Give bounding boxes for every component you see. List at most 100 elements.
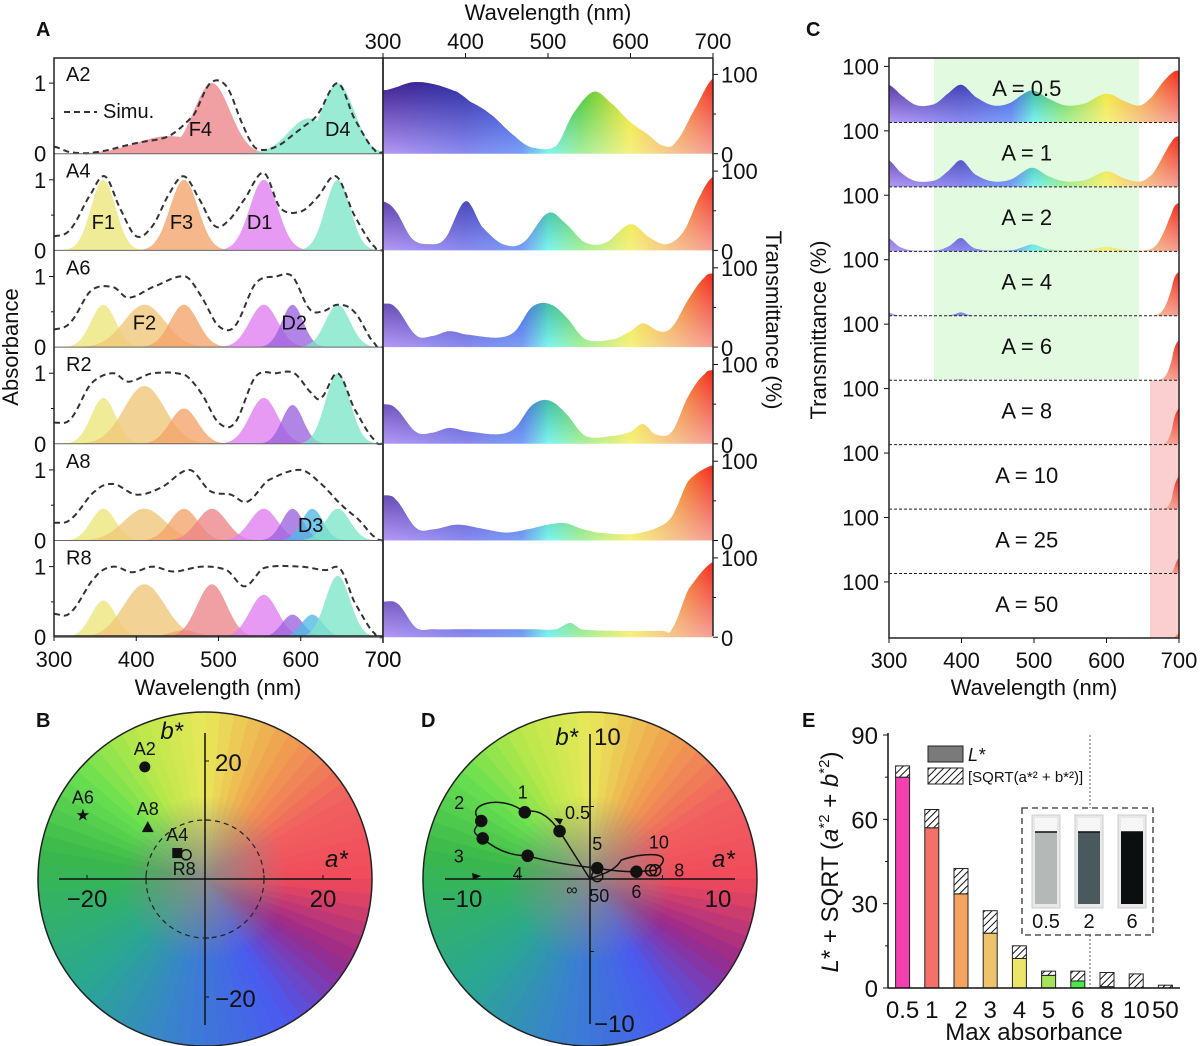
ytick-0: 0 [721, 336, 733, 361]
band-d3 [54, 614, 383, 638]
band-d4 [54, 508, 383, 541]
transmittance-row-a2: 0 100 [383, 62, 758, 168]
trajectory-point: 8 [649, 860, 684, 880]
band-label: F4 [189, 119, 212, 141]
marker [649, 864, 662, 877]
transmittance-area [889, 136, 1179, 187]
ytick-1: 1 [34, 555, 46, 580]
xtick-label: 8 [1100, 997, 1113, 1024]
bar-50: 50 [1152, 984, 1179, 1024]
ytick-0: 0 [721, 433, 733, 458]
xtick-label: 50 [1152, 997, 1179, 1024]
transmittance-row-r2: 0 100 [383, 353, 758, 458]
band-f1 [54, 600, 383, 638]
vial-cap [1121, 818, 1143, 831]
point-a8: A8 [137, 799, 159, 833]
transmittance-area-light [889, 556, 1179, 574]
ytick-label: 30 [851, 892, 878, 919]
row-label: A = 8 [1001, 398, 1052, 423]
band-f1 [54, 508, 383, 541]
transmittance-area-light [889, 632, 1179, 638]
band-d2 [54, 405, 383, 444]
ytick-label: 90 [851, 723, 878, 750]
xtick-label: 3 [984, 997, 997, 1024]
infinity-label: ∞ [566, 882, 577, 899]
ytick-neg10: −10 [594, 1011, 635, 1038]
ytick-0: 0 [34, 335, 46, 360]
xtick-label: 500 [200, 647, 237, 672]
band-d4 [54, 575, 383, 638]
trajectory-point: 50 [589, 869, 609, 906]
simulation-line [53, 79, 384, 155]
row-label: A = 0.5 [992, 76, 1061, 101]
wheel-outline [37, 711, 373, 1046]
simulation-line [53, 171, 383, 252]
absorbance-row-r2: R2 0 1 [34, 354, 383, 457]
panel-letter-a: A [36, 19, 50, 41]
bar-l-star [1070, 980, 1086, 989]
xtick-label: 400 [943, 648, 980, 673]
c-row: 100 A = 8 [842, 377, 1179, 446]
xtick-label: 300 [36, 647, 73, 672]
trajectory-point: 0.5 [553, 803, 590, 838]
transmittance-area [383, 78, 713, 154]
band-f2 [54, 304, 383, 348]
ytick-neg20: −20 [215, 986, 256, 1013]
y-axis-label: Absorbance [0, 288, 23, 405]
marker [591, 869, 604, 883]
x-axis-label-top: Wavelength (nm) [465, 0, 632, 25]
c-row: 100 A = 4 [842, 248, 1179, 317]
bar-chroma [1128, 973, 1144, 989]
ytick-0: 0 [34, 238, 46, 263]
band-label: D3 [298, 515, 324, 537]
simulation-line [53, 272, 383, 349]
trajectory-point: 5 [591, 834, 604, 875]
bar-1: 1 [924, 808, 940, 1024]
xtick-label: 500 [530, 29, 567, 54]
ytick-label: 0 [865, 976, 878, 1003]
bar-chroma [1070, 970, 1086, 982]
xtick-label: 600 [1088, 648, 1125, 673]
ytick-20: 20 [215, 750, 242, 777]
ytick-0: 0 [721, 239, 733, 264]
point-r8: R8 [173, 849, 196, 879]
point-a2: A2 [134, 739, 156, 773]
row-label: R8 [66, 548, 92, 570]
panel-b-color-space: a* b* −20 20 20 −20 A2 A6 A8 A4 R8 [37, 711, 373, 1046]
vial-label: 0.5 [1032, 911, 1060, 933]
bar-2: 2 [953, 868, 969, 1024]
band-d4 [54, 304, 383, 348]
xtick-label: 10 [1123, 997, 1150, 1024]
band-f1 [54, 397, 383, 444]
vial-cap [1035, 818, 1057, 831]
panel-letter-e: E [802, 710, 815, 732]
trajectory-point: 1 [518, 782, 531, 819]
bar-l-star [924, 827, 940, 989]
vial-liquid [1035, 832, 1057, 904]
xtick-label: 2 [954, 997, 967, 1024]
point-label: 8 [674, 860, 684, 880]
absorbance-row-a8: A8 0 1 D3 [34, 451, 384, 554]
panel-letter-c: C [806, 19, 820, 41]
band-f2 [54, 508, 383, 541]
panel-c-transmittance: 100 A = 0.5 100 A = 1 100 A = 2 100 A = 4 100 A =… [806, 54, 1197, 700]
ytick-0: 0 [721, 143, 733, 168]
marker [76, 808, 90, 821]
transmittance-row-r8: 0 100 [383, 546, 758, 651]
ytick-1: 1 [34, 265, 46, 290]
panel-letter-b: B [36, 710, 50, 732]
y-axis-label: Transmittance (%) [806, 241, 831, 420]
bar-chroma [953, 868, 969, 895]
marker [180, 849, 192, 861]
xtick-10: 10 [705, 886, 732, 913]
marker [644, 864, 658, 877]
xtick-20: 20 [310, 886, 337, 913]
marker [630, 865, 643, 878]
point-label: 1 [518, 782, 528, 802]
bar-4: 4 [1011, 945, 1027, 1024]
xtick-label: 500 [1016, 648, 1053, 673]
marker [141, 821, 154, 833]
band-d4 [54, 180, 383, 251]
